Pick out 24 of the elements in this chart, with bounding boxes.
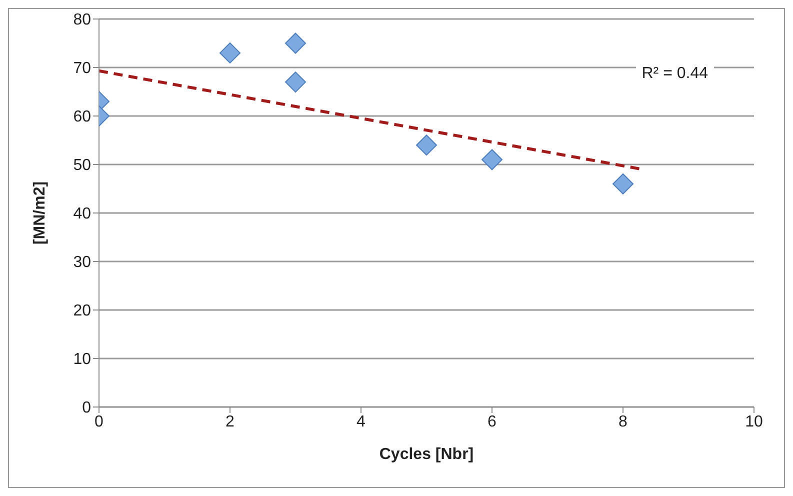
point bbox=[612, 173, 634, 194]
y-tick-label: 0 bbox=[82, 400, 92, 417]
x-axis-title: Cycles [Nbr] bbox=[379, 446, 474, 463]
y-tick-label: 60 bbox=[73, 108, 92, 126]
y-tick-label: 70 bbox=[73, 60, 92, 78]
y-tick-label: 30 bbox=[73, 254, 92, 272]
point bbox=[220, 42, 240, 64]
y-tick-label: 40 bbox=[73, 206, 92, 223]
x-tick-label: 0 bbox=[94, 413, 104, 430]
y-tick-label: 50 bbox=[73, 157, 92, 174]
point bbox=[416, 134, 437, 156]
point bbox=[482, 149, 502, 170]
y-axis-title: [MN/m2] bbox=[32, 181, 49, 245]
x-tick-label: 8 bbox=[618, 413, 628, 430]
x-tick-label: 2 bbox=[226, 413, 235, 430]
x-tick-label: 6 bbox=[488, 413, 497, 430]
y-tick-label: 10 bbox=[73, 351, 92, 368]
x-tick-label: 10 bbox=[745, 413, 763, 430]
annotation: R² = 0.44 bbox=[636, 65, 714, 83]
y-tick-label: 80 bbox=[73, 12, 92, 29]
point bbox=[285, 72, 306, 93]
y-tick-label: 20 bbox=[73, 302, 92, 320]
x-tick-label: 4 bbox=[356, 413, 366, 430]
point bbox=[285, 32, 306, 54]
